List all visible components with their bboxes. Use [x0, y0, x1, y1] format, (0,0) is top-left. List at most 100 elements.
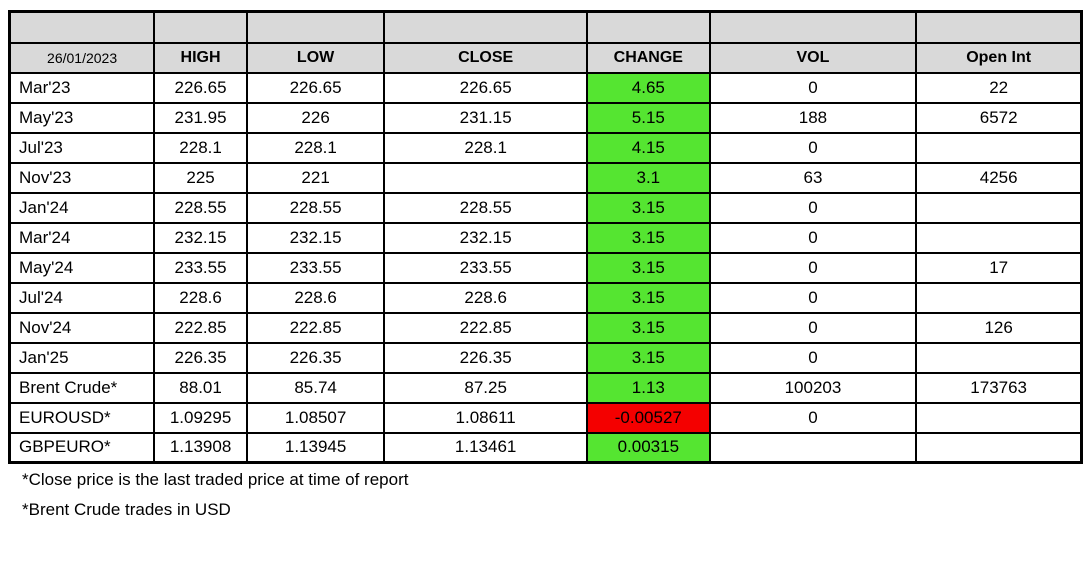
high-cell: 226.65 [153, 71, 248, 104]
table-row: Mar'23 226.65 226.65 226.65 4.65 0 22 [8, 71, 1083, 104]
high-cell: 228.6 [153, 281, 248, 314]
open-int-cell [915, 431, 1083, 464]
close-cell: 226.35 [383, 341, 589, 374]
column-header-close: CLOSE [383, 41, 589, 74]
header-spacer-cell [915, 10, 1083, 44]
low-cell: 228.55 [245, 191, 386, 224]
close-cell: 1.13461 [383, 431, 589, 464]
column-header-open-int: Open Int [915, 41, 1083, 74]
header-spacer-cell [245, 10, 386, 44]
column-header-low: LOW [245, 41, 386, 74]
low-cell: 226.65 [245, 71, 386, 104]
table-row: Brent Crude* 88.01 85.74 87.25 1.13 100203 173… [8, 371, 1083, 404]
close-cell: 228.55 [383, 191, 589, 224]
table-row: May'23 231.95 226 231.15 5.15 188 6572 [8, 101, 1083, 134]
header-spacer-cell [586, 10, 711, 44]
contract-label-cell: Brent Crude* [8, 371, 156, 404]
vol-cell [708, 431, 918, 464]
change-cell: 4.15 [586, 131, 711, 164]
report-date: 26/01/2023 [8, 41, 156, 74]
low-cell: 1.08507 [245, 401, 386, 434]
close-cell [383, 161, 589, 194]
change-cell: 3.15 [586, 311, 711, 344]
vol-cell: 0 [708, 311, 918, 344]
footnote-brent-crude: *Brent Crude trades in USD [22, 500, 231, 519]
table-row: Nov'24 222.85 222.85 222.85 3.15 0 126 [8, 311, 1083, 344]
low-cell: 233.55 [245, 251, 386, 284]
close-cell: 226.65 [383, 71, 589, 104]
change-cell: 0.00315 [586, 431, 711, 464]
change-cell: 3.15 [586, 281, 711, 314]
contract-label-cell: Nov'24 [8, 311, 156, 344]
low-cell: 85.74 [245, 371, 386, 404]
change-cell: 1.13 [586, 371, 711, 404]
contract-label-cell: GBPEURO* [8, 431, 156, 464]
change-cell: -0.00527 [586, 401, 711, 434]
vol-cell: 0 [708, 221, 918, 254]
table-row: GBPEURO* 1.13908 1.13945 1.13461 0.00315 [8, 431, 1083, 464]
contract-label-cell: Nov'23 [8, 161, 156, 194]
close-cell: 222.85 [383, 311, 589, 344]
low-cell: 232.15 [245, 221, 386, 254]
column-header-high: HIGH [153, 41, 248, 74]
close-cell: 233.55 [383, 251, 589, 284]
header-spacer-cell [153, 10, 248, 44]
vol-cell: 63 [708, 161, 918, 194]
high-cell: 233.55 [153, 251, 248, 284]
header-spacer-cell [383, 10, 589, 44]
open-int-cell [915, 221, 1083, 254]
high-cell: 1.13908 [153, 431, 248, 464]
high-cell: 228.1 [153, 131, 248, 164]
low-cell: 222.85 [245, 311, 386, 344]
change-cell: 3.15 [586, 341, 711, 374]
open-int-cell: 17 [915, 251, 1083, 284]
change-cell: 3.1 [586, 161, 711, 194]
column-header-change: CHANGE [586, 41, 711, 74]
open-int-cell: 173763 [915, 371, 1083, 404]
table-row: Jul'24 228.6 228.6 228.6 3.15 0 [8, 281, 1083, 314]
contract-label-cell: Jul'24 [8, 281, 156, 314]
header-spacer-row [8, 10, 1083, 44]
high-cell: 88.01 [153, 371, 248, 404]
low-cell: 228.1 [245, 131, 386, 164]
open-int-cell [915, 281, 1083, 314]
open-int-cell [915, 401, 1083, 434]
low-cell: 221 [245, 161, 386, 194]
close-cell: 87.25 [383, 371, 589, 404]
change-cell: 4.65 [586, 71, 711, 104]
open-int-cell: 6572 [915, 101, 1083, 134]
open-int-cell [915, 341, 1083, 374]
vol-cell: 0 [708, 191, 918, 224]
vol-cell: 0 [708, 281, 918, 314]
close-cell: 228.1 [383, 131, 589, 164]
low-cell: 226 [245, 101, 386, 134]
contract-label-cell: May'24 [8, 251, 156, 284]
high-cell: 228.55 [153, 191, 248, 224]
high-cell: 231.95 [153, 101, 248, 134]
table-row: Jul'23 228.1 228.1 228.1 4.15 0 [8, 131, 1083, 164]
contract-label-cell: Jul'23 [8, 131, 156, 164]
close-cell: 228.6 [383, 281, 589, 314]
table-row: Jan'24 228.55 228.55 228.55 3.15 0 [8, 191, 1083, 224]
contract-label-cell: EUROUSD* [8, 401, 156, 434]
vol-cell: 0 [708, 131, 918, 164]
contract-label-cell: Mar'23 [8, 71, 156, 104]
vol-cell: 0 [708, 71, 918, 104]
high-cell: 232.15 [153, 221, 248, 254]
change-cell: 3.15 [586, 221, 711, 254]
header-spacer-cell [708, 10, 918, 44]
contract-label-cell: Jan'24 [8, 191, 156, 224]
close-cell: 1.08611 [383, 401, 589, 434]
high-cell: 225 [153, 161, 248, 194]
column-header-row: 26/01/2023 HIGH LOW CLOSE CHANGE VOL Ope… [8, 41, 1083, 74]
table-row: EUROUSD* 1.09295 1.08507 1.08611 -0.00527 0 [8, 401, 1083, 434]
column-header-vol: VOL [708, 41, 918, 74]
change-cell: 3.15 [586, 251, 711, 284]
low-cell: 1.13945 [245, 431, 386, 464]
open-int-cell: 4256 [915, 161, 1083, 194]
change-cell: 5.15 [586, 101, 711, 134]
vol-cell: 0 [708, 401, 918, 434]
change-cell: 3.15 [586, 191, 711, 224]
contract-label-cell: Jan'25 [8, 341, 156, 374]
table-body: Mar'23 226.65 226.65 226.65 4.65 0 22 May'23 231… [8, 71, 1083, 464]
